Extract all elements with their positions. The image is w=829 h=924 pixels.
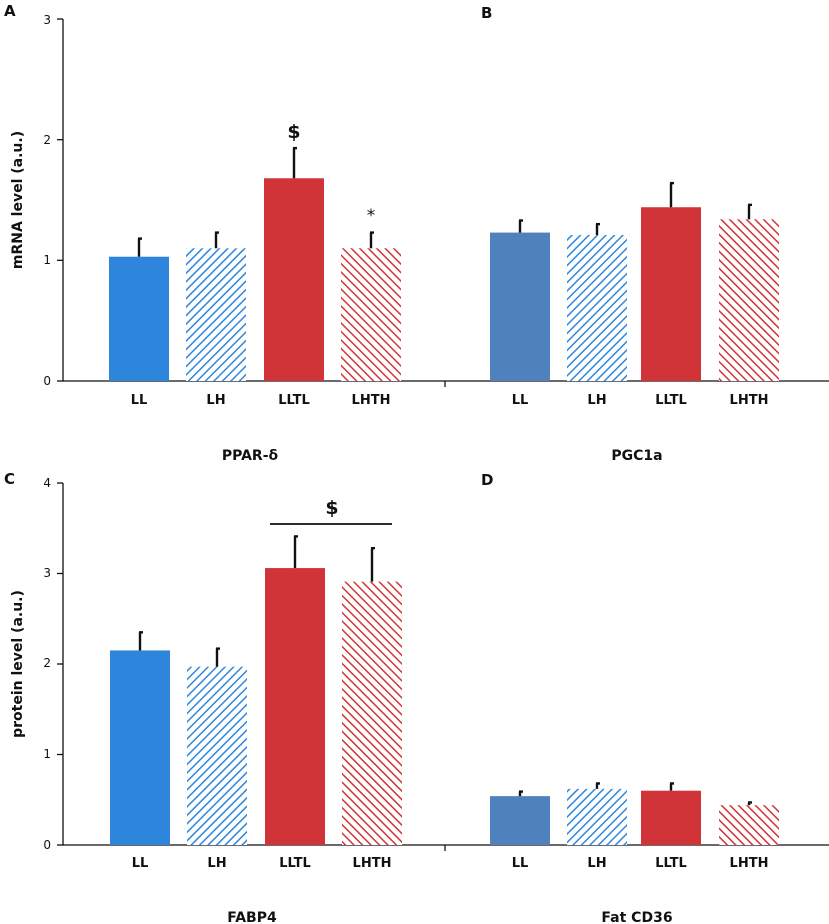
x-tick-label-ll: LL (132, 856, 149, 871)
x-tick-label-lhth: LHTH (730, 393, 769, 408)
x-tick-label-lh: LH (207, 856, 226, 871)
bar-lhth (341, 248, 401, 381)
y-tick-label: 3 (43, 13, 51, 27)
x-axis-title: PPAR-δ (222, 448, 279, 464)
bar-lh (567, 234, 627, 381)
x-tick-label-ll: LL (512, 856, 529, 871)
bar-lh (186, 248, 246, 381)
bar-lltl (641, 207, 701, 381)
x-tick-label-ll: LL (512, 393, 529, 408)
x-tick-label-lhth: LHTH (352, 393, 391, 408)
significance-asterisk-lhth: * (367, 206, 376, 226)
x-tick-label-lh: LH (587, 856, 606, 871)
x-axis-title: PGC1a (611, 448, 662, 464)
y-tick-label: 2 (43, 656, 51, 670)
y-axis-title-top: mRNA level (a.u.) (10, 131, 26, 269)
x-tick-label-lltl: LLTL (655, 856, 687, 871)
bar-lltl (264, 178, 324, 381)
y-axis-title-bottom: protein level (a.u.) (10, 590, 26, 738)
x-axis-title: FABP4 (227, 910, 277, 924)
x-tick-label-lh: LH (587, 393, 606, 408)
x-tick-label-lltl: LLTL (279, 856, 311, 871)
y-tick-label: 3 (43, 566, 51, 580)
bar-lhth (719, 805, 779, 845)
y-tick-label: 0 (43, 374, 51, 388)
y-tick-label: 2 (43, 133, 51, 147)
axes (57, 18, 829, 851)
bar-lltl (641, 790, 701, 845)
x-tick-label-lhth: LHTH (730, 856, 769, 871)
significance-dollar-bracket: $ (325, 497, 338, 519)
panel-letter-d: D (481, 471, 493, 489)
bar-lhth (719, 219, 779, 381)
y-tick-label: 0 (43, 838, 51, 852)
bar-ll (490, 796, 550, 845)
x-tick-label-lltl: LLTL (278, 393, 310, 408)
x-axis-title: Fat CD36 (601, 910, 672, 924)
bar-lh (567, 788, 627, 845)
bar-lhth (342, 581, 402, 845)
y-tick-label: 1 (43, 253, 51, 267)
panel-letter-c: C (4, 470, 15, 488)
y-tick-label: 4 (43, 476, 51, 490)
panel-letter-b: B (481, 4, 492, 22)
bar-ll (490, 232, 550, 381)
significance-dollar-lltl: $ (287, 121, 300, 143)
panel-letter-a: A (4, 2, 16, 20)
bar-ll (110, 650, 170, 845)
x-tick-label-lltl: LLTL (655, 393, 687, 408)
x-tick-label-ll: LL (131, 393, 148, 408)
y-tick-label: 1 (43, 747, 51, 761)
x-tick-label-lh: LH (206, 393, 225, 408)
bar-lh (187, 666, 247, 845)
bar-lltl (265, 568, 325, 845)
bar-ll (109, 256, 169, 381)
x-tick-label-lhth: LHTH (353, 856, 392, 871)
